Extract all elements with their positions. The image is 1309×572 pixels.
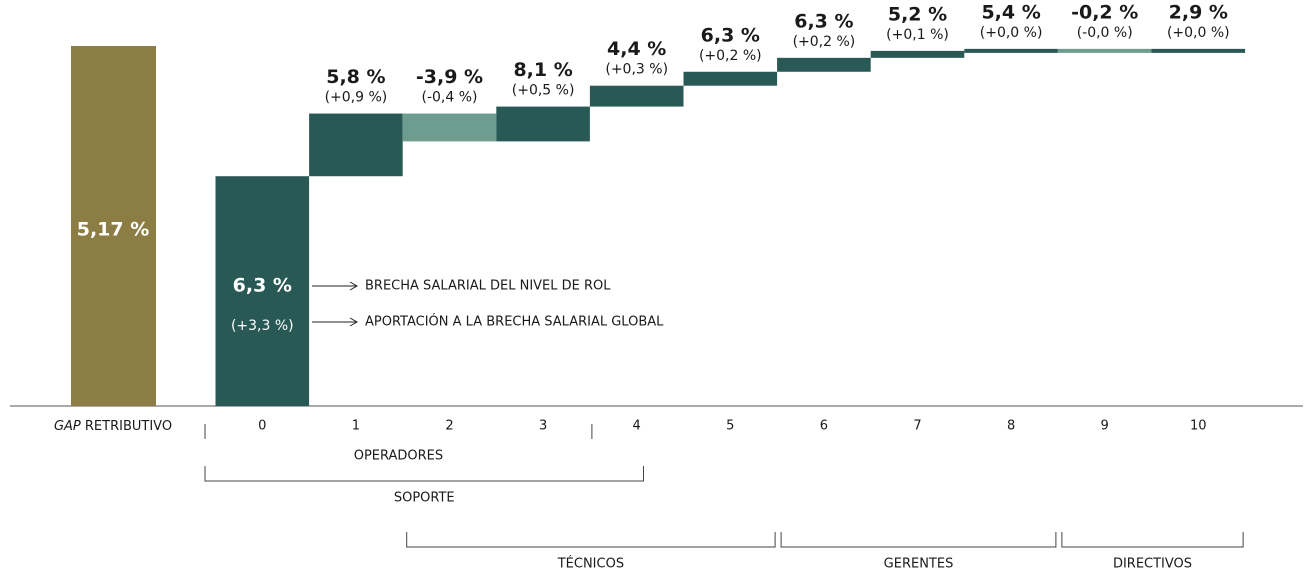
group-label: SOPORTE xyxy=(394,491,455,506)
value-label: (+0,1 %) xyxy=(886,27,949,43)
gap-label: 5,4 % xyxy=(981,1,1040,23)
total-category-text: RETRIBUTIVO xyxy=(85,419,172,434)
gap-label: 6,3 % xyxy=(794,10,853,32)
value-label: (+0,0 %) xyxy=(980,25,1043,41)
step-bar xyxy=(964,48,1058,53)
x-tick-label: 9 xyxy=(1101,419,1109,434)
step-bar xyxy=(402,113,497,142)
annotation: BRECHA SALARIAL DEL NIVEL DE ROL xyxy=(365,279,611,294)
annotation-arrowhead xyxy=(349,281,359,291)
group-label: TÉCNICOS xyxy=(557,556,624,572)
gap-label: -0,2 % xyxy=(1071,1,1138,23)
gap-label: 6,3 % xyxy=(233,275,292,297)
group-bracket xyxy=(406,532,776,548)
x-tick-label: 10 xyxy=(1190,419,1207,434)
step-bar xyxy=(870,50,965,58)
value-label: (+0,9 %) xyxy=(325,90,388,106)
step-bar xyxy=(215,176,310,406)
gap-label: 2,9 % xyxy=(1169,1,1228,23)
x-tick-label: 7 xyxy=(913,419,921,434)
gap-label: -3,9 % xyxy=(416,66,483,88)
total-bar xyxy=(71,46,156,406)
x-tick-label: 6 xyxy=(820,419,828,434)
group-bracket xyxy=(204,466,644,482)
gap-label: 4,4 % xyxy=(607,38,666,60)
gap-label: 6,3 % xyxy=(701,24,760,46)
total-category-em: GAP xyxy=(54,419,81,434)
total-label: 5,17 % xyxy=(77,219,150,241)
x-tick-label: 1 xyxy=(352,419,360,434)
step-bar xyxy=(309,113,403,177)
group-label: GERENTES xyxy=(884,557,954,572)
total-category: GAP RETRIBUTIVO xyxy=(54,419,172,434)
x-tick-label: 0 xyxy=(258,419,266,434)
annotation: APORTACIÓN A LA BRECHA SALARIAL GLOBAL xyxy=(365,314,664,330)
value-label: (+0,5 %) xyxy=(512,83,575,99)
x-tick-label: 2 xyxy=(445,419,453,434)
x-tick-label: 8 xyxy=(1007,419,1015,434)
value-label: (-0,4 %) xyxy=(422,90,478,106)
gap-label: 8,1 % xyxy=(513,59,572,81)
group-label: OPERADORES xyxy=(354,449,443,464)
gap-label: 5,2 % xyxy=(888,3,947,25)
step-bar xyxy=(1151,48,1246,53)
step-bar xyxy=(496,106,590,142)
value-label: (+0,3 %) xyxy=(605,62,668,78)
group-bracket xyxy=(780,532,1057,548)
step-bar xyxy=(777,57,871,72)
group-label: DIRECTIVOS xyxy=(1113,557,1192,572)
x-tick-label: 5 xyxy=(726,419,734,434)
annotation-arrowhead xyxy=(349,317,359,327)
value-label: (-0,0 %) xyxy=(1077,25,1133,41)
step-bar xyxy=(1057,48,1152,53)
value-label: (+0,2 %) xyxy=(699,48,762,64)
step-bar xyxy=(683,71,778,86)
gap-label: 5,8 % xyxy=(326,66,385,88)
x-tick-label: 3 xyxy=(539,419,547,434)
value-label: (+3,3 %) xyxy=(231,318,294,334)
value-label: (+0,0 %) xyxy=(1167,25,1230,41)
x-tick-label: 4 xyxy=(633,419,641,434)
value-label: (+0,2 %) xyxy=(793,34,856,50)
group-bracket xyxy=(1061,532,1244,548)
step-bar xyxy=(589,85,684,107)
